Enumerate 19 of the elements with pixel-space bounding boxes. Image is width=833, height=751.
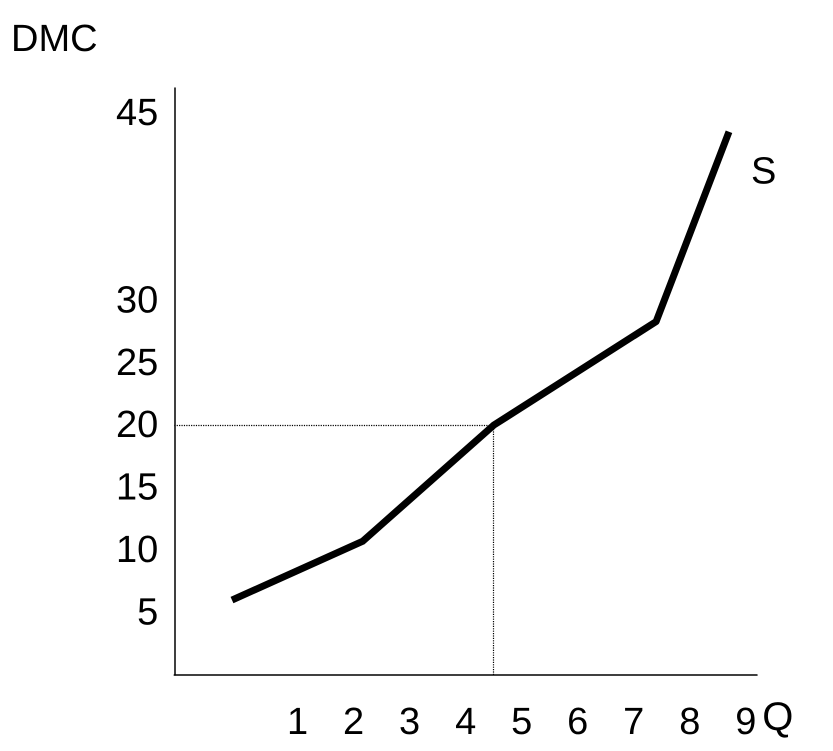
- y-tick-label: 20: [116, 404, 158, 446]
- y-tick-label: 25: [116, 342, 158, 384]
- y-tick-label: 15: [116, 466, 158, 509]
- x-tick-label: 5: [511, 701, 532, 743]
- x-tick-label: 6: [567, 701, 588, 743]
- y-axis-title: DMC: [10, 18, 98, 60]
- x-tick-label: 3: [399, 701, 420, 743]
- x-tick-label: 2: [343, 701, 364, 743]
- y-tick-label: 30: [116, 279, 158, 322]
- y-tick-label: 45: [116, 92, 158, 134]
- series-label: S: [750, 150, 776, 193]
- x-tick-label: 1: [286, 701, 308, 743]
- x-tick-label: 8: [679, 701, 700, 743]
- y-tick-label: 10: [116, 529, 158, 572]
- x-tick-label: 4: [455, 701, 476, 743]
- x-tick-label: 9: [735, 701, 756, 743]
- y-tick-label: 5: [137, 592, 158, 634]
- x-axis-title: Q: [762, 695, 794, 739]
- x-tick-label: 7: [623, 701, 644, 743]
